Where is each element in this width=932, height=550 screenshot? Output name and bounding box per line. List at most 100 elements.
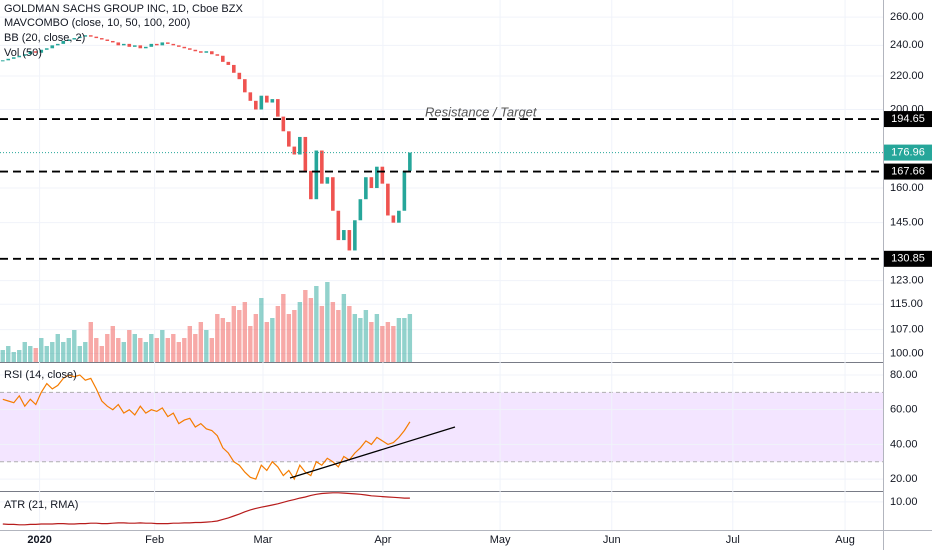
- rsi-trendline: [289, 426, 456, 479]
- volume-bar: [198, 322, 204, 362]
- candle: [50, 45, 55, 49]
- candle: [182, 46, 187, 49]
- indicator-line: [2, 374, 411, 481]
- volume-bar: [77, 346, 82, 362]
- volume-bar: [402, 318, 407, 362]
- volume-bar: [204, 330, 209, 362]
- x-tick-label: Mar: [253, 534, 272, 546]
- candle: [66, 39, 71, 41]
- volume-bar: [55, 334, 60, 362]
- volume-bar: [325, 282, 330, 362]
- pane-title: RSI (14, close): [4, 369, 77, 381]
- volume-bar: [39, 338, 44, 362]
- candle: [298, 136, 302, 155]
- candle: [99, 38, 104, 40]
- candle: [28, 51, 33, 55]
- candle: [121, 43, 126, 46]
- candle: [408, 152, 412, 171]
- candle: [132, 45, 137, 47]
- volume-bar: [132, 334, 137, 362]
- indicator-label: MAVCOMBO (close, 10, 50, 100, 200): [4, 17, 190, 29]
- indicator-label: Vol (50): [4, 47, 42, 59]
- candle: [380, 166, 385, 184]
- y-tick-label: 40.00: [890, 438, 918, 450]
- chart-title: GOLDMAN SACHS GROUP INC, 1D, Cboe BZX: [4, 3, 243, 15]
- y-tick-label: 80.00: [890, 369, 918, 381]
- x-tick-label: 2020: [27, 534, 51, 546]
- volume-bar: [259, 298, 264, 362]
- y-tick-label: 160.00: [890, 182, 924, 194]
- volume-bar: [303, 290, 308, 362]
- candle: [237, 72, 242, 80]
- volume-bar: [226, 322, 231, 362]
- volume-bar: [275, 306, 281, 362]
- volume-bar: [264, 322, 270, 362]
- volume-bar: [308, 298, 314, 362]
- candle: [39, 49, 44, 53]
- candle: [83, 35, 88, 37]
- y-tick-label: 115.00: [890, 298, 923, 310]
- indicator-label: BB (20, close, 2): [4, 32, 85, 44]
- volume-bar: [66, 338, 71, 362]
- candle: [116, 42, 121, 46]
- volume-bar: [385, 322, 391, 362]
- candle: [127, 43, 132, 47]
- candle: [259, 95, 264, 110]
- volume-bar: [319, 306, 325, 362]
- candle: [243, 79, 247, 93]
- volume-bar: [363, 310, 369, 362]
- candle: [22, 54, 27, 56]
- volume-bar: [22, 342, 27, 362]
- candle: [143, 46, 148, 49]
- volume-bar: [292, 310, 297, 362]
- volume-bar: [182, 338, 187, 362]
- candle: [44, 48, 49, 50]
- volume-bar: [281, 294, 286, 362]
- candle: [369, 177, 374, 189]
- candle: [165, 42, 170, 44]
- candle: [177, 45, 181, 47]
- candle: [61, 40, 66, 44]
- pane-title: ATR (21, RMA): [4, 499, 78, 511]
- y-tick-label: 20.00: [890, 473, 918, 485]
- candle: [193, 49, 198, 52]
- candle: [188, 48, 192, 50]
- x-tick-label: Jun: [603, 534, 621, 546]
- candle: [94, 36, 99, 39]
- volume-bar: [380, 326, 385, 362]
- candle: [254, 100, 258, 110]
- candle: [364, 177, 368, 200]
- volume-bar: [154, 338, 159, 362]
- volume-bar: [105, 334, 110, 362]
- level-label: 176.96: [891, 146, 925, 158]
- level-label-box: [884, 250, 932, 267]
- indicator-line: [2, 492, 410, 526]
- volume-bar: [143, 342, 148, 362]
- candle: [386, 183, 390, 216]
- volume-bar: [270, 318, 275, 362]
- x-tick-label: Jul: [726, 534, 740, 546]
- volume-bar: [231, 306, 237, 362]
- y-tick-label: 60.00: [890, 404, 918, 416]
- candle: [221, 55, 225, 62]
- candle: [11, 57, 16, 59]
- volume-bar: [99, 346, 104, 362]
- volume-bar: [358, 318, 363, 362]
- volume-bar: [237, 310, 242, 362]
- candle: [210, 51, 214, 55]
- volume-bar: [347, 306, 352, 362]
- volume-bar: [330, 302, 336, 362]
- volume-bar: [149, 334, 154, 362]
- volume-bar: [160, 330, 165, 362]
- candle: [149, 43, 154, 47]
- candle: [292, 146, 297, 155]
- x-tick-label: Aug: [835, 534, 855, 546]
- volume-bar: [187, 326, 193, 362]
- y-tick-label: 240.00: [890, 39, 924, 51]
- candle: [342, 230, 346, 241]
- volume-bar: [391, 326, 396, 362]
- volume-bar: [336, 310, 341, 362]
- y-tick-label: 145.00: [890, 217, 924, 229]
- y-tick-label: 100.00: [890, 347, 924, 359]
